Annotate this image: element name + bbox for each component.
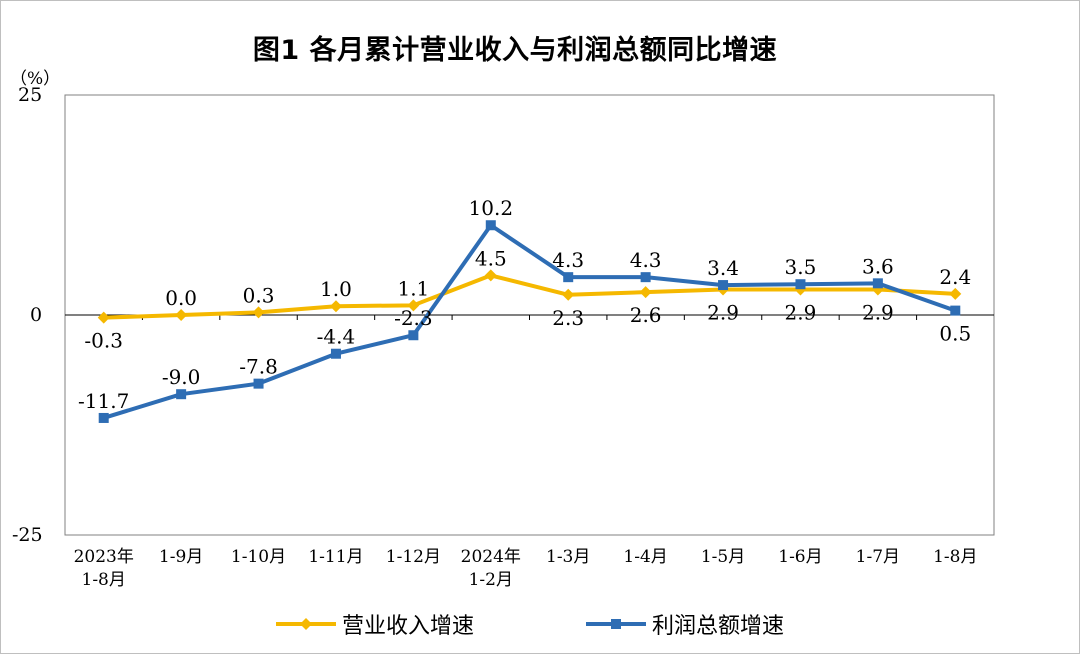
data-label-revenue: 2.6 bbox=[630, 303, 662, 327]
data-label-revenue: 2.9 bbox=[707, 300, 739, 324]
x-tick-label-line: 1-5月 bbox=[700, 547, 746, 567]
data-point-profit bbox=[950, 305, 961, 316]
x-tick-label-line: 1-7月 bbox=[855, 547, 901, 567]
data-point-profit bbox=[718, 280, 729, 291]
data-label-revenue: 0.3 bbox=[243, 283, 275, 307]
data-point-profit bbox=[872, 278, 883, 289]
legend-line-diamond-icon bbox=[276, 618, 336, 630]
x-tick-label: 1-7月 bbox=[833, 546, 923, 569]
data-label-profit: -4.4 bbox=[317, 325, 356, 349]
x-tick-label: 1-4月 bbox=[601, 546, 691, 569]
data-point-revenue bbox=[639, 286, 652, 299]
x-tick-label-line: 1-3月 bbox=[546, 547, 591, 567]
x-tick-label-line: 1-9月 bbox=[158, 547, 204, 567]
data-point-profit bbox=[795, 279, 806, 290]
y-tick-label: 0 bbox=[30, 304, 43, 326]
x-tick-label-line: 1-6月 bbox=[778, 547, 823, 567]
data-label-revenue: 2.9 bbox=[862, 300, 894, 324]
series-line-profit bbox=[103, 223, 956, 420]
x-tick-label: 2024年 1-2月 bbox=[446, 546, 536, 592]
data-label-profit: -2.3 bbox=[394, 306, 433, 330]
data-point-revenue bbox=[97, 311, 110, 324]
x-tick-label-line: 1-4月 bbox=[623, 547, 668, 567]
data-label-profit: 3.5 bbox=[785, 255, 817, 279]
y-tick-label: -25 bbox=[12, 524, 43, 546]
data-label-profit: -11.7 bbox=[78, 389, 129, 413]
x-tick-label-line: 1-10月 bbox=[230, 547, 287, 567]
legend-label-profit: 利润总额增速 bbox=[652, 614, 785, 639]
data-point-revenue bbox=[562, 288, 575, 301]
x-tick-label: 1-3月 bbox=[523, 546, 613, 569]
x-tick-label-line: 2023年 bbox=[73, 547, 134, 567]
data-point-profit bbox=[330, 348, 341, 359]
legend-label-revenue: 营业收入增速 bbox=[342, 614, 475, 639]
y-tick-label: 25 bbox=[18, 84, 43, 106]
data-label-profit: -9.0 bbox=[162, 365, 201, 389]
legend-line-square-icon bbox=[586, 619, 646, 629]
data-point-revenue bbox=[175, 309, 188, 321]
data-label-revenue: 4.5 bbox=[475, 246, 507, 270]
x-tick-label: 1-12月 bbox=[368, 546, 458, 569]
data-point-profit bbox=[563, 272, 574, 283]
x-tick-label-line: 1-8月 bbox=[933, 547, 978, 567]
data-point-profit bbox=[98, 412, 109, 423]
data-point-profit bbox=[640, 272, 651, 283]
legend-item-revenue: 营业收入增速 bbox=[276, 607, 474, 641]
data-point-revenue bbox=[252, 306, 265, 319]
x-tick-label-line: 1-12月 bbox=[385, 547, 441, 567]
x-tick-label-line: 1-8月 bbox=[81, 570, 126, 590]
x-tick-label: 1-10月 bbox=[214, 546, 304, 569]
data-label-profit: 10.2 bbox=[469, 196, 514, 220]
data-label-revenue: 2.9 bbox=[785, 300, 817, 324]
data-label-revenue: 2.3 bbox=[552, 306, 584, 330]
x-tick-label: 2023年 1-8月 bbox=[59, 546, 149, 592]
data-label-revenue: 1.1 bbox=[397, 276, 429, 300]
data-label-profit: 3.4 bbox=[707, 256, 739, 280]
data-point-profit bbox=[176, 389, 187, 400]
data-label-revenue: 1.0 bbox=[320, 277, 352, 301]
data-label-profit: 4.3 bbox=[630, 248, 662, 272]
data-point-revenue bbox=[329, 300, 342, 313]
series-line-revenue bbox=[103, 273, 956, 320]
x-tick-label-line: 1-2月 bbox=[468, 570, 513, 590]
y-axis-unit: （%） bbox=[10, 69, 61, 89]
data-point-revenue bbox=[484, 269, 497, 282]
x-tick-label: 1-11月 bbox=[291, 546, 381, 569]
data-label-profit: -7.8 bbox=[239, 355, 278, 379]
data-label-profit: 4.3 bbox=[552, 248, 584, 272]
x-tick-label: 1-9月 bbox=[136, 546, 226, 569]
x-tick-label-line: 1-11月 bbox=[308, 547, 364, 567]
data-point-profit bbox=[253, 378, 264, 389]
data-label-profit: 0.5 bbox=[939, 322, 971, 346]
chart-title: 图1 各月累计营业收入与利润总额同比增速 bbox=[252, 35, 778, 66]
data-label-revenue: -0.3 bbox=[84, 329, 123, 353]
x-tick-label: 1-6月 bbox=[755, 546, 845, 569]
x-tick-label-line: 2024年 bbox=[460, 547, 521, 567]
data-point-revenue bbox=[407, 299, 420, 312]
data-label-profit: 3.6 bbox=[862, 254, 894, 278]
data-point-profit bbox=[485, 220, 496, 231]
data-point-profit bbox=[408, 330, 419, 341]
x-tick-label: 1-8月 bbox=[910, 546, 1000, 569]
data-label-revenue: 0.0 bbox=[165, 286, 197, 310]
data-point-revenue bbox=[949, 287, 962, 300]
legend-item-profit: 利润总额增速 bbox=[586, 607, 784, 641]
x-tick-label: 1-5月 bbox=[678, 546, 768, 569]
data-label-revenue: 2.4 bbox=[939, 265, 971, 289]
